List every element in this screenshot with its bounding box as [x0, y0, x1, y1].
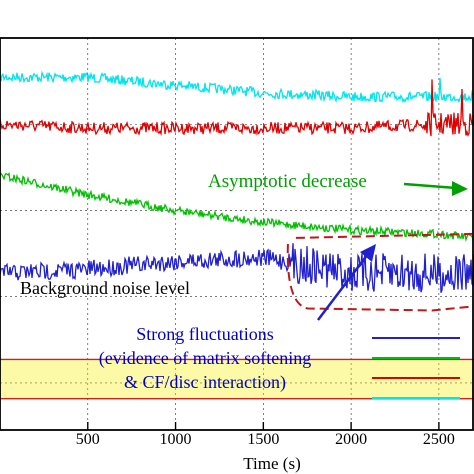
series-line-2	[0, 171, 474, 243]
x-ticks: 500 1000 1500 2000 2500	[76, 422, 455, 448]
noise-band	[0, 359, 474, 399]
fluctuation-label-line-1: Strong fluctuations	[136, 324, 274, 344]
fluctuation-label-line-2: (evidence of matrix softening	[99, 348, 311, 369]
fluctuation-arrowhead	[360, 244, 376, 262]
legend	[372, 337, 460, 399]
asymptotic-decrease-arrowhead	[452, 181, 468, 196]
fluctuation-label-line-3: & CF/disc interaction)	[124, 372, 286, 393]
plot-frame	[0, 37, 474, 431]
series-line-1	[0, 79, 474, 137]
series-line-0	[0, 70, 474, 104]
fluctuation-region-outline	[286, 232, 473, 312]
axes	[0, 37, 474, 431]
series-layer	[0, 70, 474, 293]
series-line-3	[0, 243, 474, 293]
x-tick-label-4: 2500	[423, 431, 455, 448]
x-tick-label-0: 500	[76, 431, 100, 448]
background-noise-label: Background noise level	[20, 278, 190, 298]
x-tick-label-3: 2000	[335, 431, 367, 448]
x-tick-label-1: 1000	[160, 431, 192, 448]
fluctuation-arrow	[317, 253, 369, 321]
asymptotic-decrease-label: Asymptotic decrease	[208, 171, 367, 192]
x-axis-label: Time (s)	[243, 454, 300, 473]
asymptotic-decrease-arrow	[403, 182, 457, 190]
x-tick-label-2: 1500	[247, 431, 279, 448]
